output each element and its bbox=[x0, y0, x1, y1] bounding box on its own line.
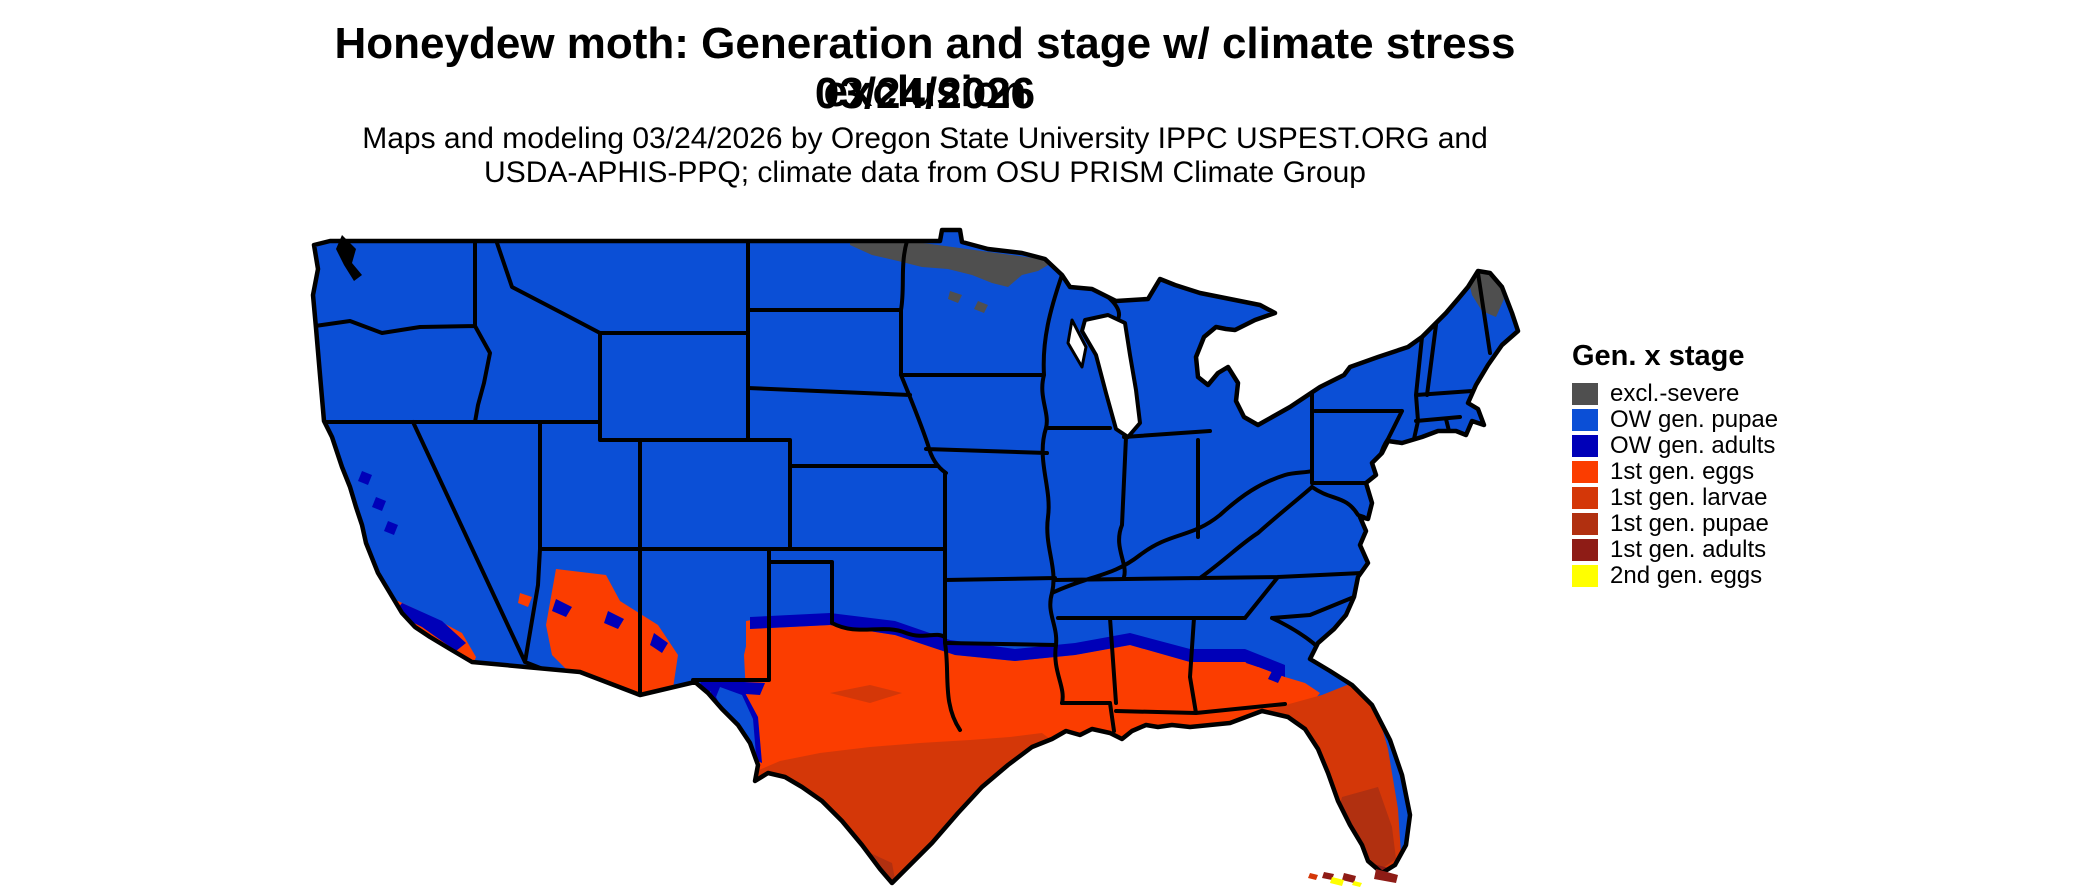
legend-swatch-ow-adults bbox=[1572, 435, 1598, 457]
legend-row: 1st gen. pupae bbox=[1572, 510, 1972, 537]
legend-label: OW gen. pupae bbox=[1610, 406, 1779, 433]
map-zones bbox=[313, 230, 1518, 883]
map-date: 03/24/2026 bbox=[814, 69, 1036, 118]
us-map-svg bbox=[310, 227, 1521, 887]
legend-row: 1st gen. adults bbox=[1572, 536, 1972, 563]
legend-swatch-1st-adults bbox=[1572, 539, 1598, 561]
legend-title: Gen. x stage bbox=[1572, 340, 1745, 372]
legend-label: 2nd gen. eggs bbox=[1610, 562, 1763, 589]
green-bay bbox=[1066, 318, 1088, 369]
legend-label: OW gen. adults bbox=[1610, 432, 1776, 459]
legend-label: 1st gen. larvae bbox=[1610, 484, 1768, 511]
legend-row: 1st gen. larvae bbox=[1572, 484, 1972, 511]
legend: Gen. x stage excl.-severe OW gen. pupae … bbox=[1572, 340, 1972, 591]
legend-label: 1st gen. eggs bbox=[1610, 458, 1755, 485]
legend-row: 2nd gen. eggs bbox=[1572, 562, 1972, 589]
map-credit-2: USDA-APHIS-PPQ; climate data from OSU PR… bbox=[484, 156, 1366, 189]
legend-swatch-1st-larvae bbox=[1572, 487, 1598, 509]
legend-swatch-excl-severe bbox=[1572, 383, 1598, 405]
legend-swatch-ow-pupae bbox=[1572, 409, 1598, 431]
conus-outline bbox=[310, 227, 1521, 886]
legend-swatch-1st-eggs bbox=[1572, 461, 1598, 483]
great-lakes bbox=[1066, 313, 1142, 439]
puget-sound bbox=[336, 235, 362, 281]
legend-swatch-1st-pupae bbox=[1572, 513, 1598, 535]
legend-swatch-2nd-eggs bbox=[1572, 565, 1598, 587]
legend-row: OW gen. pupae bbox=[1572, 406, 1972, 433]
legend-row: OW gen. adults bbox=[1572, 432, 1972, 459]
legend-label: excl.-severe bbox=[1610, 380, 1740, 407]
us-map bbox=[310, 225, 1540, 892]
map-title: Honeydew moth: Generation and stage w/ c… bbox=[334, 19, 1516, 116]
map-credit-1: Maps and modeling 03/24/2026 by Oregon S… bbox=[362, 122, 1488, 155]
legend-label: 1st gen. pupae bbox=[1610, 510, 1769, 537]
legend-row: 1st gen. eggs bbox=[1572, 458, 1972, 485]
legend-label: 1st gen. adults bbox=[1610, 536, 1767, 563]
lake-michigan bbox=[1080, 313, 1142, 439]
florida-keys bbox=[1308, 869, 1398, 887]
legend-row: excl.-severe bbox=[1572, 380, 1972, 407]
